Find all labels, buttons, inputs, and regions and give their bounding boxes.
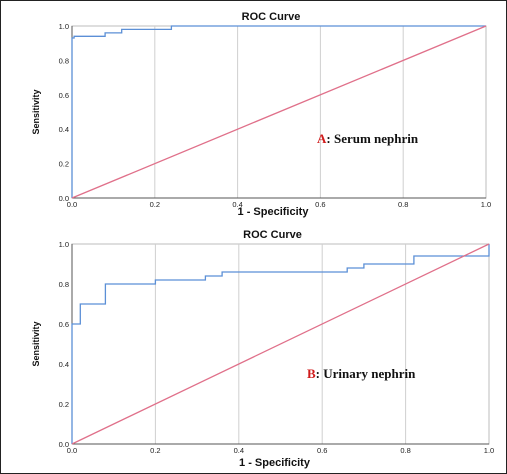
y-tick-label: 0.2 [59, 160, 69, 169]
y-tick-label: 1.0 [59, 240, 69, 249]
chart-title: ROC Curve [242, 11, 301, 23]
y-axis-label: Sensitivity [31, 321, 41, 366]
annotation-letter: A [317, 131, 327, 146]
y-tick-label: 0.0 [59, 440, 69, 449]
x-tick-label: 0.8 [398, 200, 408, 209]
x-tick-label: 0.0 [67, 446, 77, 455]
panel-annotation: B: Urinary nephrin [307, 366, 416, 381]
x-axis-label: 1 - Specificity [238, 206, 310, 218]
y-tick-label: 0.6 [59, 91, 69, 100]
annotation-letter: B [307, 366, 316, 381]
x-tick-label: 0.4 [232, 200, 242, 209]
x-tick-label: 0.2 [150, 200, 160, 209]
y-tick-label: 0.2 [59, 400, 69, 409]
y-tick-label: 0.4 [59, 360, 69, 369]
x-tick-label: 0.4 [234, 446, 244, 455]
y-tick-label: 1.0 [59, 22, 69, 31]
chart-title: ROC Curve [243, 229, 302, 241]
roc-curve-line [71, 244, 490, 444]
y-tick-label: 0.4 [59, 125, 69, 134]
roc-curve-line [71, 25, 486, 198]
x-tick-label: 0.6 [315, 200, 325, 209]
annotation-text: : Serum nephrin [326, 131, 419, 146]
x-tick-label: 1.0 [484, 446, 494, 455]
chart-panel-2: 0.0 0.2 0.4 0.6 0.8 1.0 0.0 0.2 0.4 0.6 0.8 1.0 ROC … [31, 229, 494, 469]
reference-diagonal-line [71, 25, 487, 199]
panel-annotation: A: Serum nephrin [317, 131, 419, 146]
y-tick-label: 0.0 [59, 194, 69, 203]
x-tick-label: 0.8 [400, 446, 410, 455]
y-tick-label: 0.6 [59, 320, 69, 329]
annotation-text: : Urinary nephrin [316, 366, 416, 381]
x-tick-label: 0.6 [317, 446, 327, 455]
x-tick-label: 0.0 [67, 200, 77, 209]
y-tick-label: 0.8 [59, 56, 69, 65]
x-axis-label: 1 - Specificity [239, 457, 311, 469]
reference-diagonal-line [71, 243, 490, 445]
x-tick-label: 1.0 [481, 200, 491, 209]
x-tick-label: 0.2 [150, 446, 160, 455]
y-axis-label: Sensitivity [31, 89, 41, 134]
chart-panel-1: 0.0 0.2 0.4 0.6 0.8 1.0 0.0 0.2 0.4 0.6 0.8 1.0 ROC … [31, 11, 491, 218]
y-tick-label: 0.8 [59, 280, 69, 289]
